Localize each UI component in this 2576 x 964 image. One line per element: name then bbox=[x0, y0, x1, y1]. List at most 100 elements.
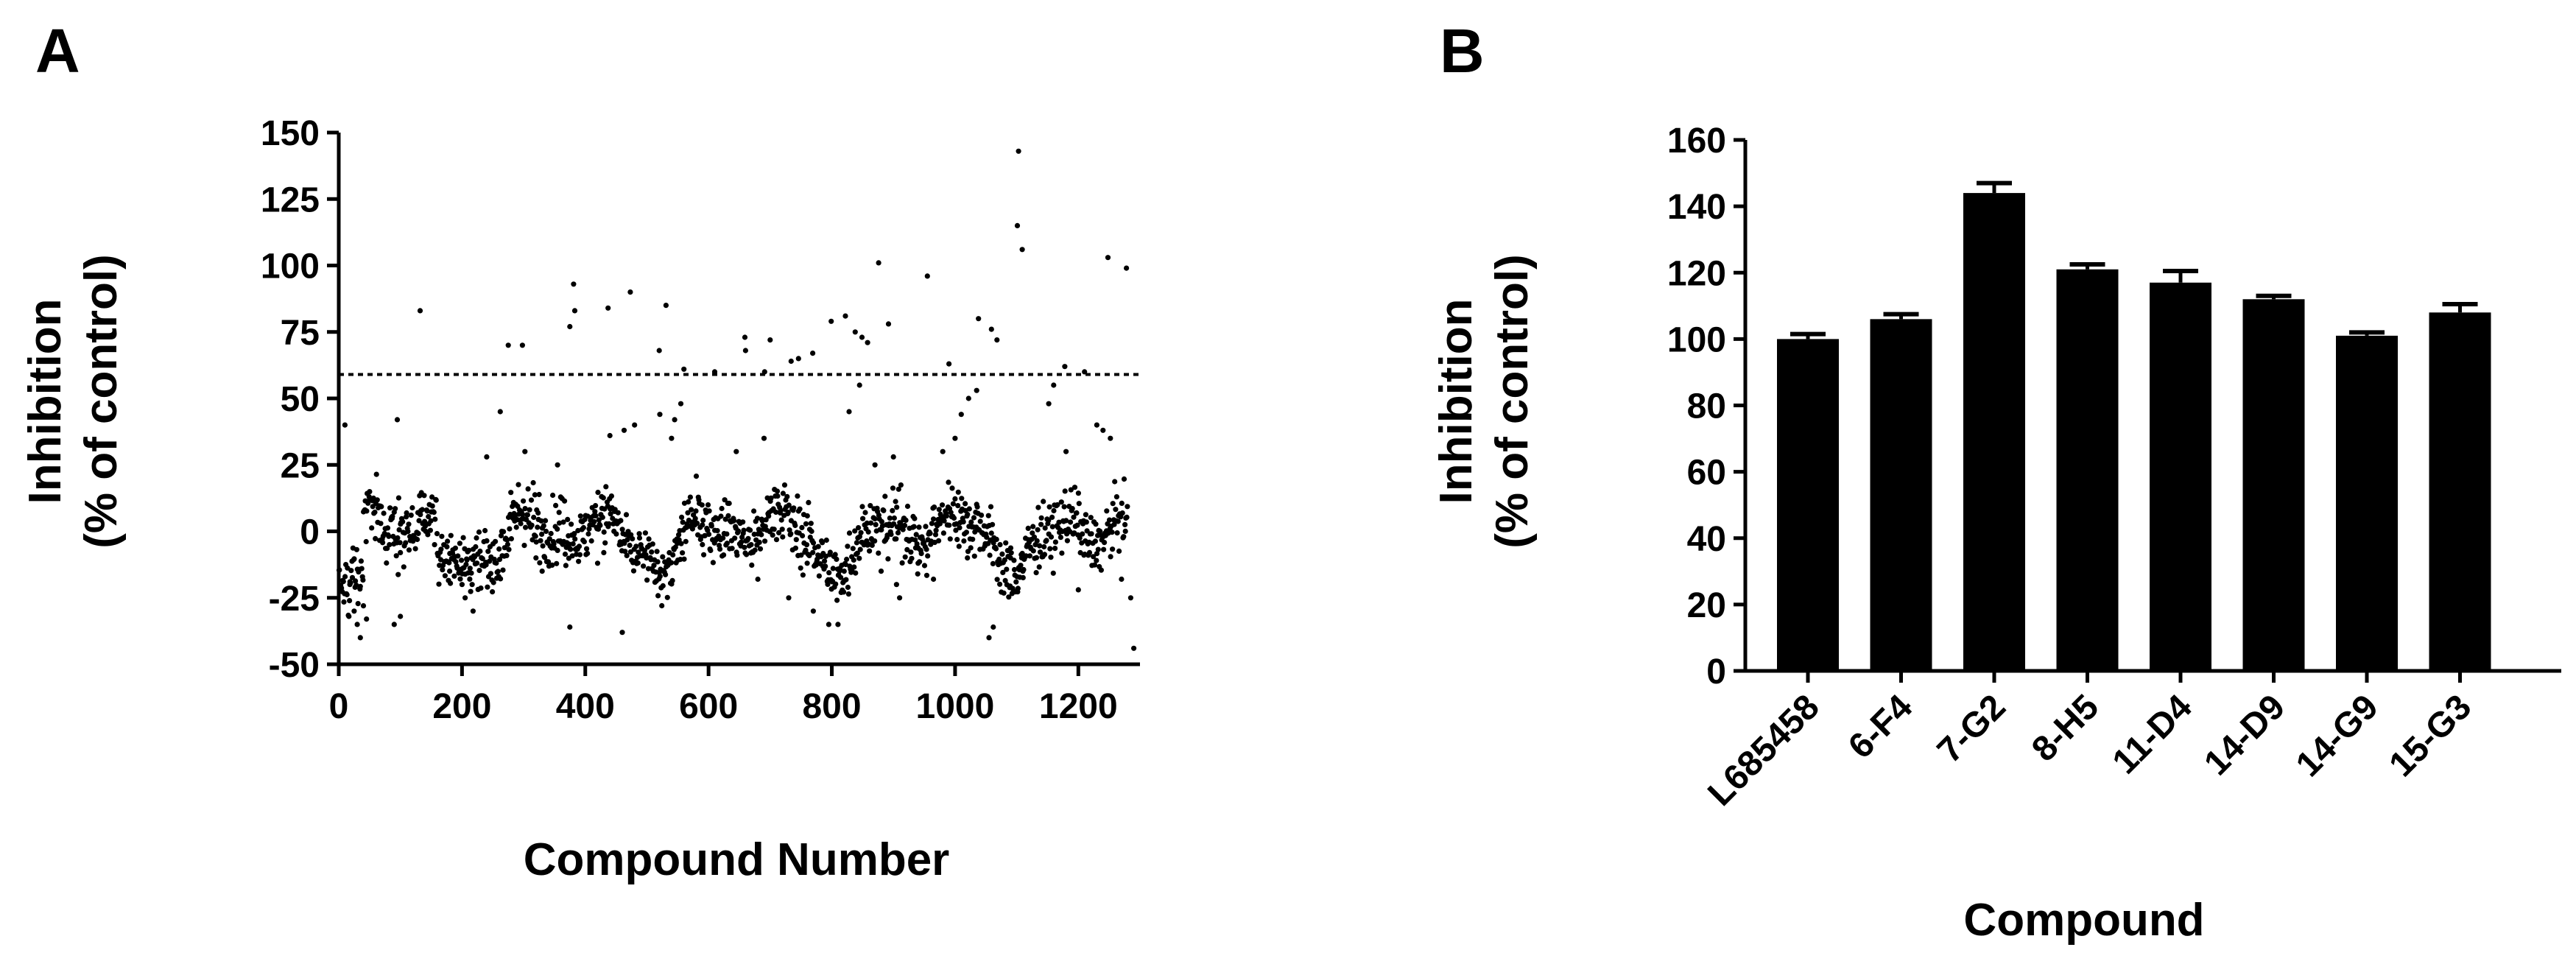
data-point bbox=[1122, 521, 1128, 528]
data-point bbox=[1004, 566, 1010, 572]
data-point bbox=[364, 616, 370, 622]
data-point bbox=[482, 527, 488, 534]
data-point bbox=[619, 527, 625, 532]
bar bbox=[2429, 312, 2491, 671]
bar bbox=[2150, 282, 2211, 671]
data-point bbox=[838, 574, 844, 580]
data-point bbox=[432, 516, 438, 522]
y-tick-label: 25 bbox=[281, 446, 320, 485]
data-point bbox=[412, 546, 418, 552]
data-point bbox=[823, 563, 828, 569]
data-point bbox=[433, 497, 439, 503]
data-point bbox=[484, 538, 490, 544]
data-point bbox=[937, 521, 943, 527]
data-point bbox=[372, 509, 378, 516]
data-point bbox=[948, 510, 954, 516]
data-point bbox=[1041, 552, 1048, 557]
data-point bbox=[649, 549, 655, 555]
panel-a-plot-area: -50 -25 0 25 50 75 100 125 150 0 200 400 600 800 1000… bbox=[261, 114, 1140, 726]
data-point bbox=[694, 520, 700, 527]
data-point bbox=[897, 595, 903, 601]
data-point bbox=[580, 524, 587, 531]
data-point bbox=[562, 498, 568, 504]
data-point bbox=[434, 531, 440, 537]
data-point bbox=[515, 482, 521, 488]
data-point bbox=[432, 542, 437, 548]
data-point bbox=[555, 462, 560, 468]
data-point bbox=[1007, 545, 1014, 551]
data-point bbox=[893, 499, 898, 504]
data-point bbox=[373, 471, 379, 477]
data-point bbox=[732, 535, 738, 541]
data-point bbox=[733, 448, 739, 454]
data-point bbox=[628, 532, 634, 538]
data-point bbox=[584, 546, 590, 552]
data-point bbox=[958, 412, 964, 418]
data-point bbox=[1035, 504, 1041, 510]
data-point bbox=[485, 549, 491, 555]
data-point bbox=[468, 555, 474, 561]
data-point bbox=[593, 513, 599, 519]
data-point bbox=[947, 536, 953, 542]
data-point bbox=[956, 543, 962, 549]
data-point bbox=[990, 540, 996, 546]
data-point bbox=[876, 550, 881, 556]
data-point bbox=[867, 548, 873, 554]
data-point bbox=[644, 577, 650, 583]
data-point bbox=[708, 547, 714, 554]
data-point bbox=[799, 524, 805, 531]
data-point bbox=[798, 565, 803, 571]
x-tick-label: 200 bbox=[432, 687, 491, 726]
data-point bbox=[844, 556, 850, 563]
data-point bbox=[735, 528, 742, 534]
data-point bbox=[403, 540, 409, 546]
data-point bbox=[554, 560, 560, 566]
data-point bbox=[857, 546, 863, 552]
data-point bbox=[689, 526, 696, 532]
data-point bbox=[393, 553, 399, 559]
data-point bbox=[607, 432, 613, 439]
data-point bbox=[1124, 265, 1130, 271]
data-point bbox=[775, 493, 781, 499]
data-point bbox=[400, 518, 406, 525]
data-point bbox=[425, 532, 431, 538]
data-point bbox=[755, 576, 761, 583]
data-point bbox=[1064, 538, 1070, 543]
data-point bbox=[974, 504, 980, 510]
data-point bbox=[1056, 519, 1062, 525]
data-point bbox=[771, 527, 777, 532]
data-point bbox=[971, 515, 977, 521]
data-point bbox=[878, 569, 884, 574]
data-point bbox=[538, 518, 544, 524]
data-point bbox=[754, 516, 761, 521]
data-point bbox=[739, 539, 745, 545]
data-point bbox=[470, 608, 476, 614]
data-point bbox=[984, 534, 990, 541]
data-point bbox=[621, 427, 627, 433]
data-point bbox=[952, 496, 958, 502]
data-point bbox=[972, 529, 978, 535]
data-point bbox=[1115, 518, 1121, 524]
data-point bbox=[1041, 543, 1047, 550]
data-point bbox=[1018, 563, 1024, 569]
data-point bbox=[895, 486, 901, 492]
data-point bbox=[1059, 550, 1065, 556]
data-point bbox=[1113, 507, 1119, 513]
data-point bbox=[571, 308, 578, 314]
data-point bbox=[865, 339, 870, 345]
data-point bbox=[1071, 514, 1077, 520]
data-point bbox=[1083, 512, 1088, 518]
data-point bbox=[347, 598, 353, 604]
data-point bbox=[495, 569, 501, 574]
panel-b-letter: B bbox=[1440, 16, 1485, 85]
data-point bbox=[1038, 515, 1044, 521]
data-point bbox=[1007, 555, 1013, 561]
data-point bbox=[1030, 530, 1035, 536]
data-point bbox=[524, 512, 531, 518]
data-point bbox=[810, 549, 816, 555]
data-point bbox=[394, 417, 401, 423]
y-tick-label: 160 bbox=[1667, 122, 1726, 161]
data-point bbox=[681, 366, 687, 372]
data-point bbox=[551, 541, 557, 547]
data-point bbox=[615, 510, 621, 516]
